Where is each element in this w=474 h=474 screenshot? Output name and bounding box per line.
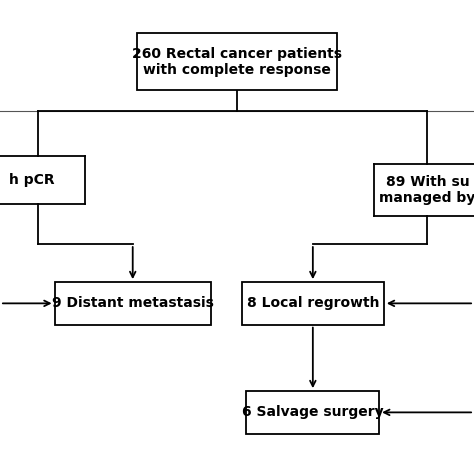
Bar [137, 33, 337, 90]
Text: 8 Local regrowth: 8 Local regrowth [246, 296, 379, 310]
Text: 9 Distant metastasis: 9 Distant metastasis [52, 296, 214, 310]
Bar [246, 391, 379, 434]
Text: 6 Salvage surgery: 6 Salvage surgery [242, 405, 383, 419]
Bar [55, 282, 211, 325]
Text: 260 Rectal cancer patients
with complete response: 260 Rectal cancer patients with complete… [132, 46, 342, 77]
Text: h pCR: h pCR [9, 173, 55, 187]
Text: 89 With su
managed by: 89 With su managed by [379, 174, 474, 205]
Bar [242, 282, 384, 325]
